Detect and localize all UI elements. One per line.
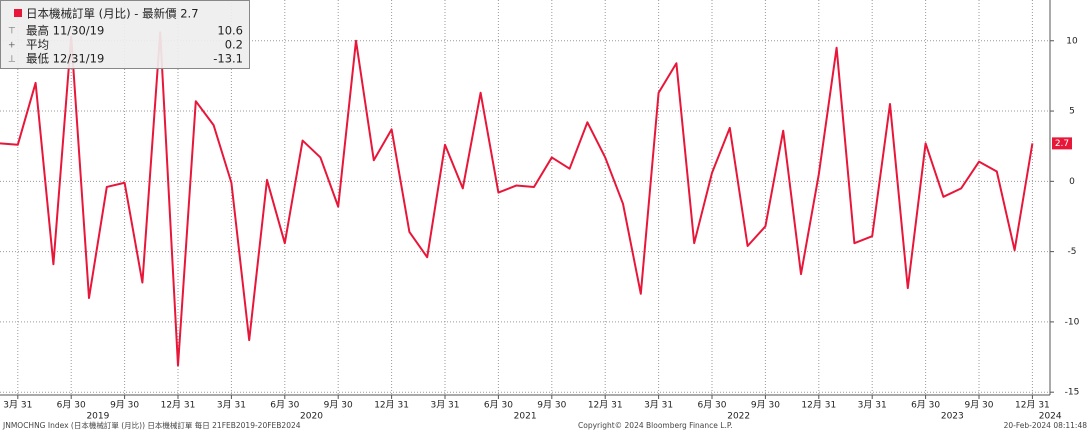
stat-value: -13.1	[213, 52, 243, 66]
x-tick-label: 9月 30	[110, 400, 139, 411]
footer-copyright: Copyright© 2024 Bloomberg Finance L.P.	[578, 421, 733, 430]
x-tick-label: 6月 30	[484, 400, 513, 411]
last-value-tag	[1052, 137, 1072, 150]
x-tick-label: 3月 31	[217, 400, 246, 411]
stat-value: 10.6	[217, 24, 243, 38]
stat-label: 平均	[26, 38, 49, 52]
legend-symbol: ⊥	[8, 55, 16, 65]
stat-value: 0.2	[225, 38, 243, 52]
x-tick-label: 12月 31	[374, 400, 409, 411]
year-label: 2023	[941, 412, 964, 422]
x-tick-label: 6月 30	[697, 400, 726, 411]
x-tick-label: 6月 30	[911, 400, 940, 411]
footer-timestamp: 20-Feb-2024 08:11:48	[1004, 421, 1088, 430]
legend-swatch	[14, 9, 22, 17]
year-label: 2020	[300, 412, 323, 422]
year-label: 2021	[514, 412, 537, 422]
year-label: 2024	[1039, 412, 1062, 422]
x-tick-label: 12月 31	[1015, 400, 1050, 411]
legend-symbol: ⊤	[8, 27, 16, 37]
x-tick-label: 12月 31	[801, 400, 836, 411]
year-label: 2022	[727, 412, 750, 422]
footer-source: JNMOCHNG Index (日本機械訂單 (月比)) 日本機械訂單 每日 2…	[2, 420, 301, 430]
x-tick-label: 9月 30	[537, 400, 566, 411]
y-tick-label: 5	[1069, 107, 1075, 117]
legend: 日本機械訂單 (月比) - 最新價 2.7 ⊤ 最高 11/30/19 10.6 + 平…	[0, 0, 250, 69]
x-tick-label: 6月 30	[270, 400, 299, 411]
y-tick-label: 0	[1069, 177, 1075, 187]
x-tick-label: 9月 30	[964, 400, 993, 411]
y-tick-label: -10	[1065, 317, 1080, 327]
x-tick-label: 3月 31	[430, 400, 459, 411]
legend-title: 日本機械訂單 (月比) - 最新價 2.7	[26, 7, 199, 21]
y-tick-label: 10	[1066, 36, 1078, 46]
x-tick-label: 3月 31	[858, 400, 887, 411]
x-tick-label: 12月 31	[588, 400, 623, 411]
x-tick-label: 9月 30	[324, 400, 353, 411]
x-tick-label: 6月 30	[57, 400, 86, 411]
stat-label: 最低 12/31/19	[26, 52, 104, 66]
x-tick-label: 3月 31	[644, 400, 673, 411]
last-value-label: 2.7	[1055, 139, 1069, 149]
x-tick-label: 9月 30	[751, 400, 780, 411]
legend-box	[0, 0, 250, 69]
series-line	[0, 31, 1034, 367]
stat-label: 最高 11/30/19	[26, 24, 104, 38]
year-label: 2019	[86, 412, 109, 422]
x-tick-label: 3月 31	[3, 400, 32, 411]
legend-symbol: +	[8, 41, 16, 51]
x-tick-label: 12月 31	[161, 400, 196, 411]
y-tick-label: -5	[1068, 247, 1077, 257]
y-tick-label: -15	[1065, 388, 1080, 398]
